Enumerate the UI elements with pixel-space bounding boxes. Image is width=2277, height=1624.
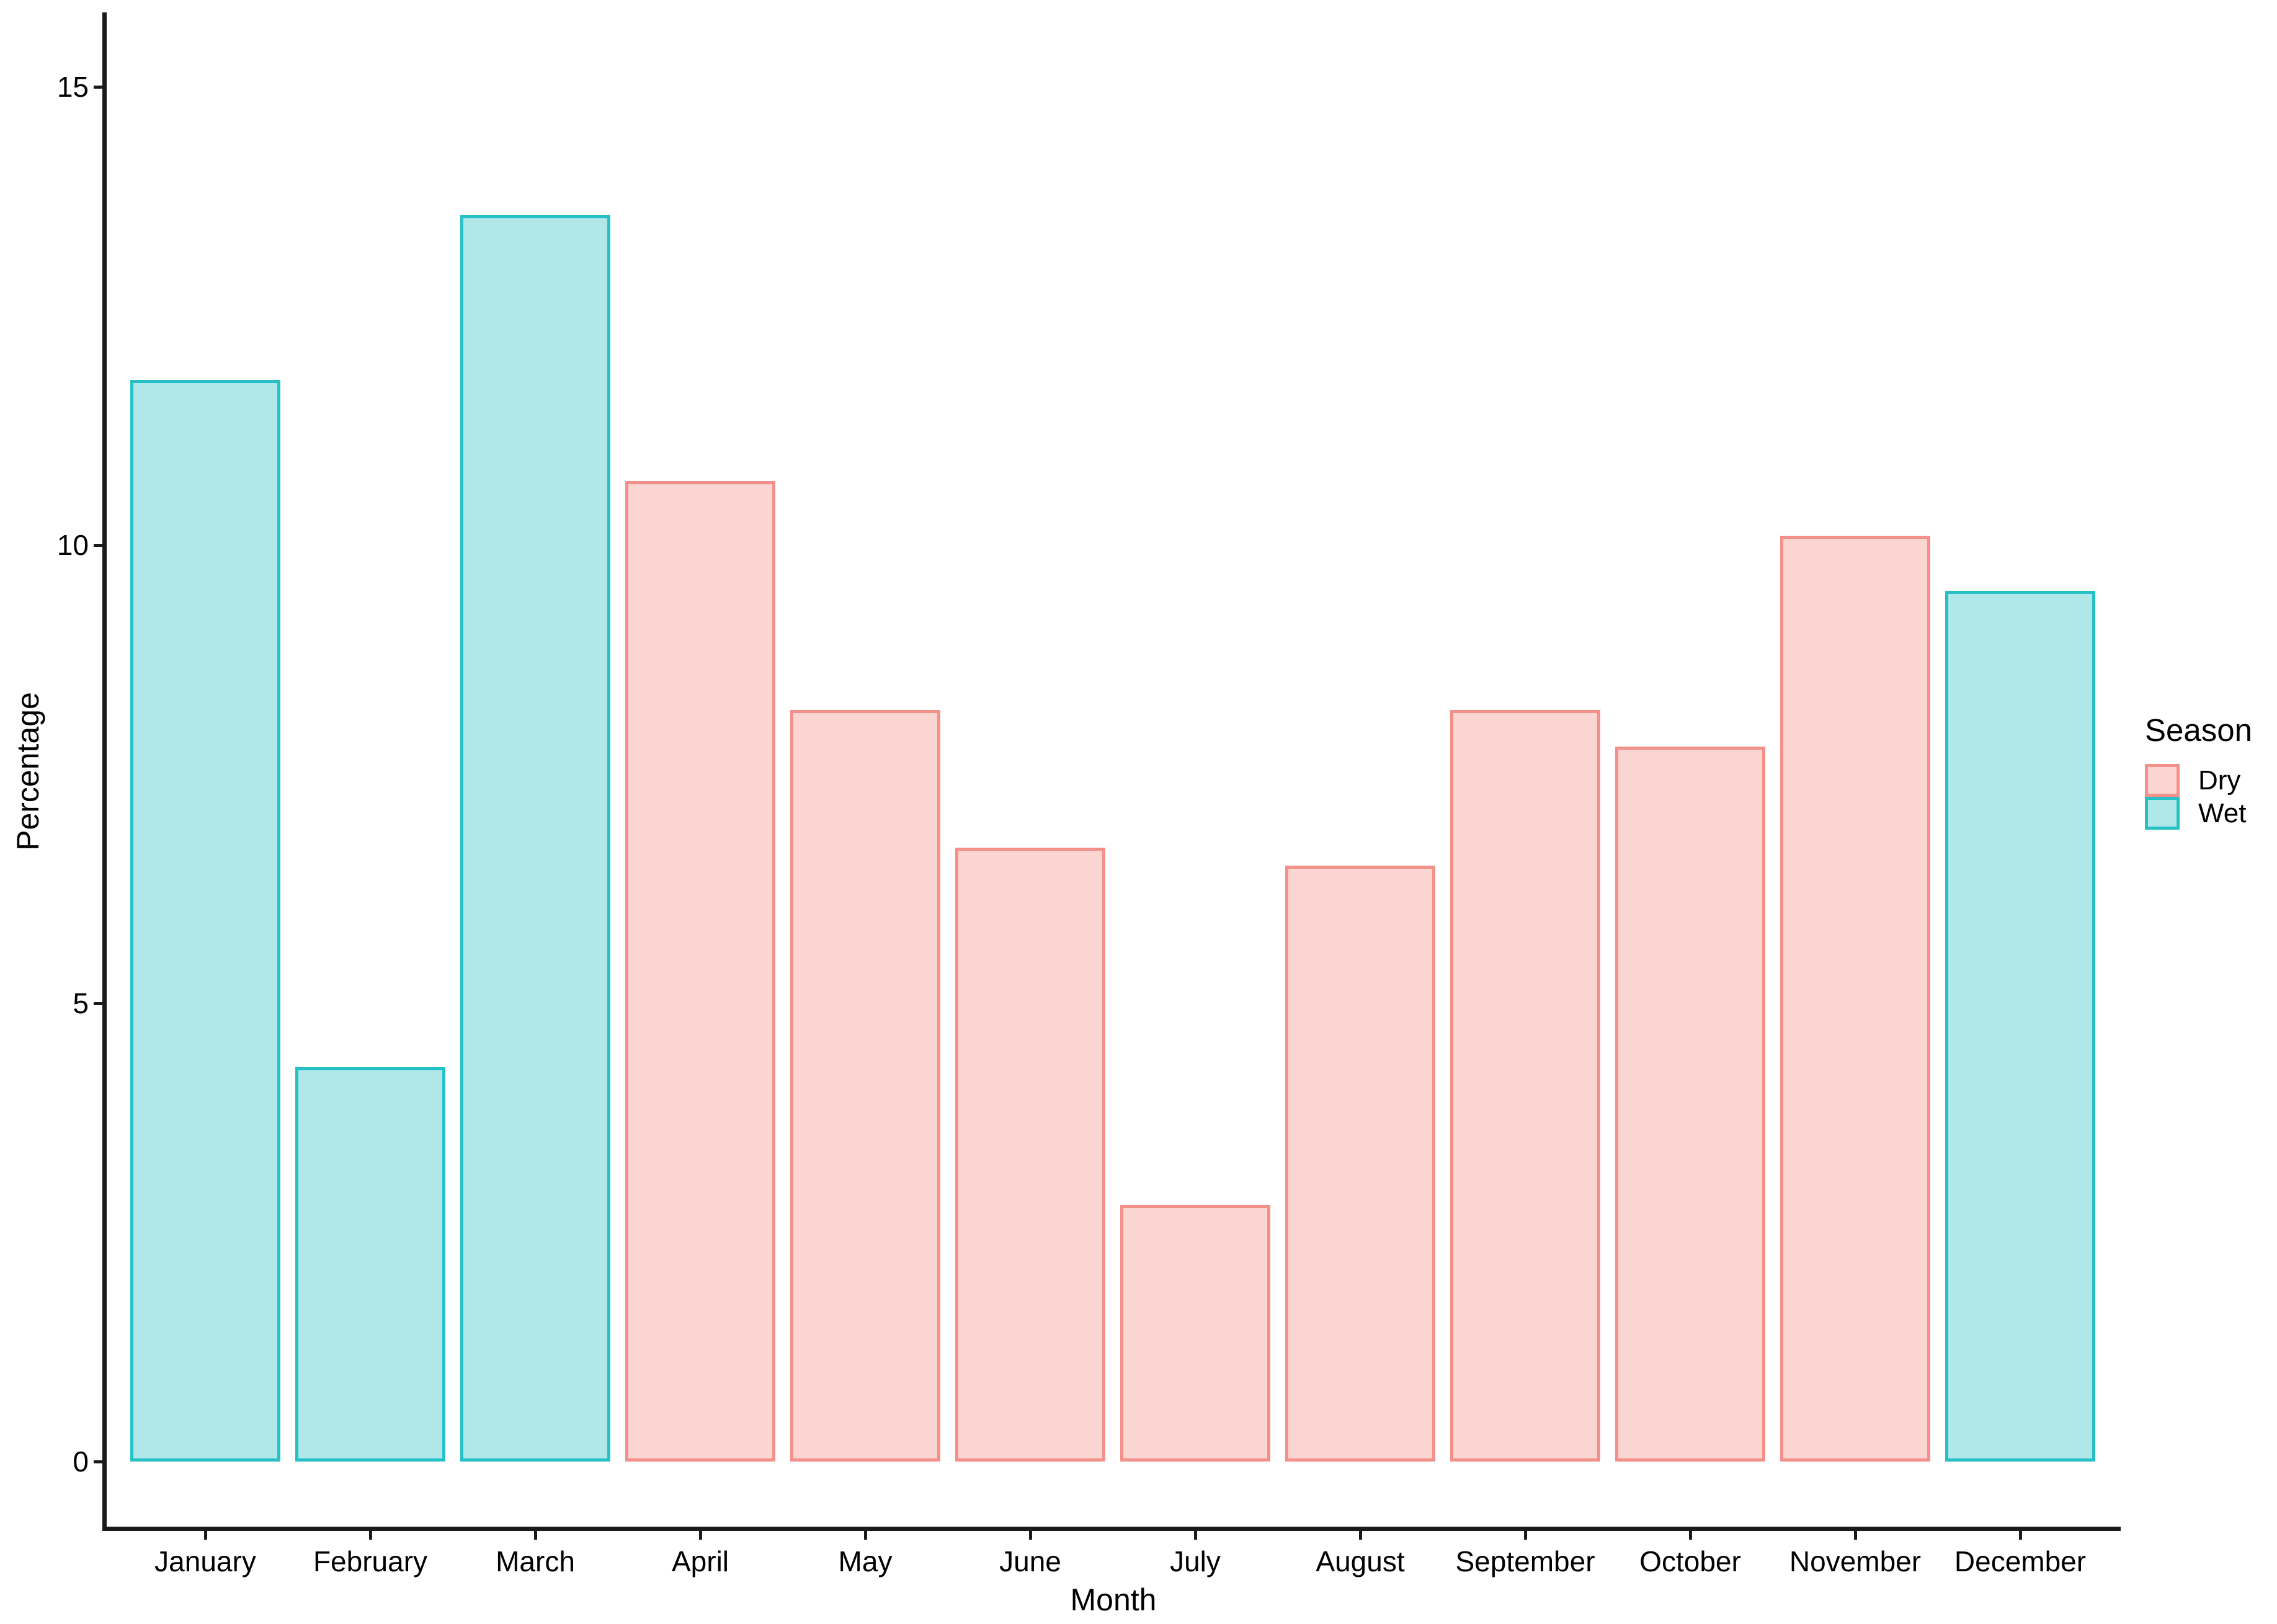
legend-swatch-dry — [2145, 764, 2180, 797]
x-tick — [533, 1531, 537, 1540]
x-tick-label: December — [1954, 1545, 2087, 1577]
y-tick — [94, 1460, 102, 1463]
x-tick — [203, 1531, 207, 1540]
legend-label: Dry — [2198, 765, 2241, 796]
bar-january — [130, 380, 280, 1462]
bar-june — [955, 848, 1105, 1462]
y-axis-title: Percentage — [11, 692, 45, 851]
x-axis-title: Month — [1070, 1582, 1157, 1617]
legend: Season Dry Wet — [2145, 713, 2252, 830]
legend-row-wet: Wet — [2145, 797, 2252, 830]
x-tick — [863, 1531, 867, 1540]
legend-label: Wet — [2198, 797, 2247, 828]
y-tick — [94, 85, 102, 89]
x-tick — [1193, 1531, 1197, 1540]
legend-title: Season — [2145, 712, 2252, 748]
bar-february — [295, 1067, 445, 1462]
y-tick — [94, 1001, 102, 1005]
y-tick — [94, 543, 102, 547]
y-axis-line — [102, 12, 107, 1531]
x-tick-label: April — [671, 1545, 729, 1577]
x-tick — [1028, 1531, 1032, 1540]
x-tick-label: October — [1639, 1545, 1741, 1577]
bar-july — [1120, 1205, 1270, 1462]
legend-row-dry: Dry — [2145, 764, 2252, 797]
x-tick — [1523, 1531, 1527, 1540]
y-tick-label: 15 — [56, 71, 89, 103]
x-tick-label: November — [1789, 1545, 1922, 1577]
x-tick — [698, 1531, 702, 1540]
x-tick — [368, 1531, 372, 1540]
x-tick — [1688, 1531, 1692, 1540]
x-tick — [1853, 1531, 1857, 1540]
x-tick-label: May — [838, 1545, 893, 1577]
bar-may — [790, 710, 940, 1462]
x-tick — [2018, 1531, 2022, 1540]
x-tick — [1358, 1531, 1362, 1540]
bar-october — [1615, 747, 1765, 1462]
x-axis-line — [102, 1527, 2121, 1531]
legend-swatch-wet — [2145, 797, 2180, 830]
x-tick-label: June — [999, 1545, 1061, 1577]
bar-november — [1780, 536, 1930, 1462]
y-tick-label: 10 — [56, 529, 89, 561]
y-tick-label: 5 — [73, 987, 89, 1019]
bar-september — [1450, 710, 1600, 1462]
bar-march — [460, 215, 610, 1462]
x-tick-label: February — [313, 1545, 428, 1577]
bar-december — [1945, 591, 2095, 1462]
x-tick-label: March — [496, 1545, 575, 1577]
x-tick-label: January — [154, 1545, 256, 1577]
legend-items: Dry Wet — [2145, 764, 2252, 830]
x-tick-label: September — [1455, 1545, 1595, 1577]
bar-april — [625, 481, 775, 1462]
x-tick-label: July — [1170, 1545, 1221, 1577]
x-tick-label: August — [1316, 1545, 1405, 1577]
y-tick-label: 0 — [73, 1445, 89, 1478]
bar-august — [1285, 866, 1435, 1462]
